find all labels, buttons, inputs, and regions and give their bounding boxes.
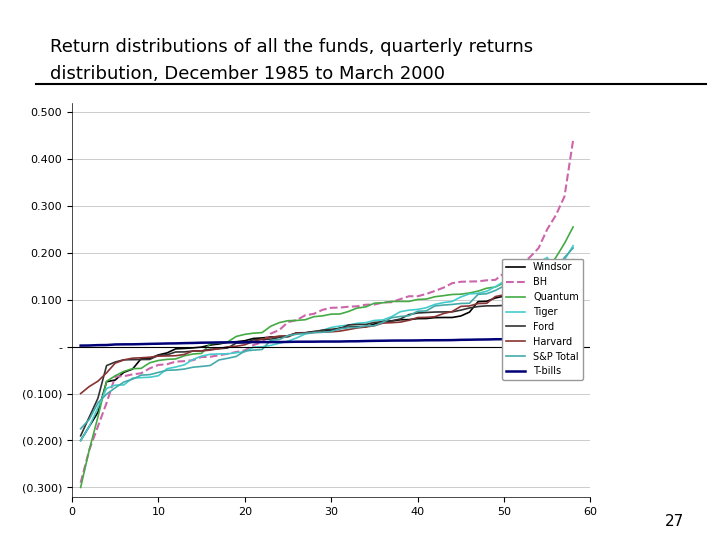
- Text: distribution, December 1985 to March 2000: distribution, December 1985 to March 200…: [50, 65, 446, 83]
- Text: Return distributions of all the funds, quarterly returns: Return distributions of all the funds, q…: [50, 38, 534, 56]
- Text: 27: 27: [665, 514, 684, 529]
- Legend: Windsor, BH, Quantum, Tiger, Ford, Harvard, S&P Total, T-bills: Windsor, BH, Quantum, Tiger, Ford, Harva…: [502, 259, 582, 380]
